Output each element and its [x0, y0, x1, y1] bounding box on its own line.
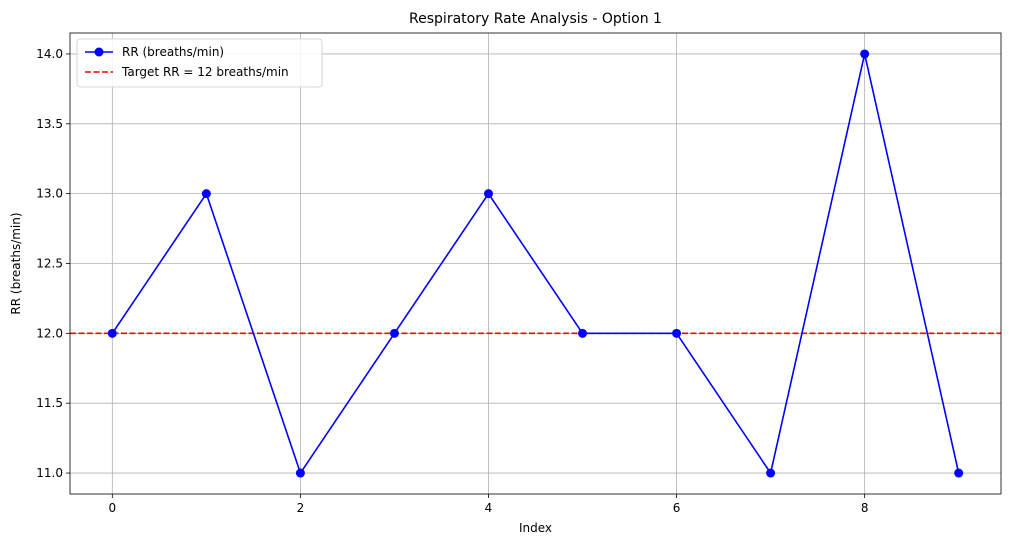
- legend-box: [76, 38, 323, 88]
- ticks: 0 2 4 6 8 11.0 11.5 12.0 12.5 13.0 13.5 14.0: [36, 47, 868, 515]
- y-tick-label: 13.0: [36, 187, 63, 201]
- data-point: [483, 189, 493, 199]
- legend: RR (breaths/min) Target RR = 12 breaths/m…: [76, 38, 323, 88]
- data-point: [107, 328, 117, 338]
- y-tick-label: 14.0: [36, 47, 63, 61]
- data-point: [201, 189, 211, 199]
- y-tick-label: 12.5: [36, 257, 63, 271]
- y-tick-label: 13.5: [36, 117, 63, 131]
- legend-entry-label: Target RR = 12 breaths/min: [121, 65, 289, 79]
- series-layer: [107, 49, 964, 478]
- data-point: [860, 49, 870, 59]
- data-point: [578, 328, 588, 338]
- data-point: [389, 328, 399, 338]
- y-tick-label: 11.5: [36, 396, 63, 410]
- x-tick-label: 0: [108, 501, 116, 515]
- x-tick-label: 2: [297, 501, 305, 515]
- data-point: [295, 468, 305, 478]
- x-tick-label: 4: [485, 501, 493, 515]
- data-point: [766, 468, 776, 478]
- y-tick-label: 11.0: [36, 466, 63, 480]
- x-tick-label: 8: [861, 501, 869, 515]
- chart-title: Respiratory Rate Analysis - Option 1: [409, 11, 662, 27]
- y-axis-label: RR (breaths/min): [9, 212, 23, 314]
- legend-swatch-marker: [94, 47, 104, 57]
- x-tick-label: 6: [673, 501, 681, 515]
- x-axis-label: Index: [519, 521, 552, 535]
- data-point: [672, 328, 682, 338]
- legend-entry-label: RR (breaths/min): [122, 45, 224, 59]
- data-point: [954, 468, 964, 478]
- series-line: [111, 53, 960, 474]
- y-tick-label: 12.0: [36, 326, 63, 340]
